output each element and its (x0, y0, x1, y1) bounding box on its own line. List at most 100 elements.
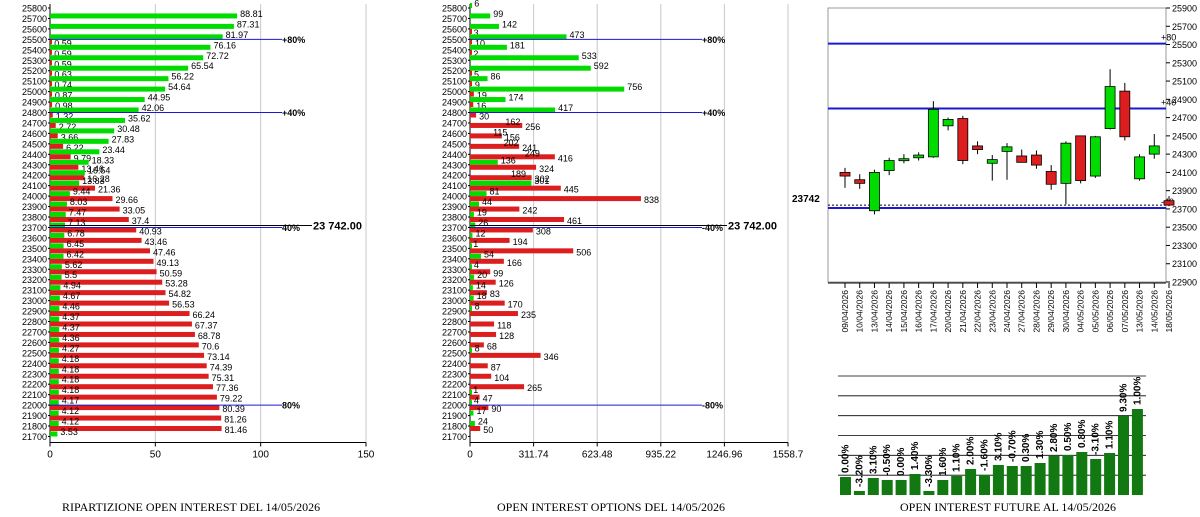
green-bar-label: 26 (478, 218, 488, 228)
green-bar-label: 301 (534, 176, 549, 186)
green-bar (470, 295, 474, 301)
y-tick-label: 23800 (22, 213, 47, 223)
candle-body (854, 179, 866, 184)
red-bar (50, 164, 79, 170)
green-bar (470, 274, 475, 280)
green-bar (50, 76, 169, 82)
y-tick-label: 22700 (442, 327, 467, 337)
red-bar-label: 19 (477, 91, 487, 101)
green-bar-label: 8 (475, 302, 480, 312)
y-tick-label: 25200 (22, 66, 47, 76)
red-bar (470, 290, 487, 296)
green-bar (470, 44, 507, 50)
green-bar (470, 159, 498, 165)
y-tick-label: 22500 (22, 348, 47, 358)
green-bar (50, 295, 60, 301)
candle-body (1075, 135, 1087, 182)
price-tick-label: 22900 (1172, 278, 1197, 288)
y-tick-label: 23900 (442, 202, 467, 212)
green-bar-label: 3.53 (60, 427, 78, 437)
green-bar (50, 117, 126, 123)
red-bar (470, 248, 574, 254)
green-bar-label: 7.47 (69, 208, 87, 218)
red-bar (50, 300, 170, 306)
green-bar-label: 44.95 (148, 93, 171, 103)
red-bar-label: 80.39 (222, 404, 245, 414)
candle-body (839, 171, 851, 177)
red-bar (470, 81, 472, 87)
future-bar-label: 0.80% (1077, 420, 1088, 448)
red-bar-label: 68 (487, 341, 497, 351)
red-bar (50, 154, 71, 160)
red-bar-label: 79.22 (220, 394, 243, 404)
y-tick-label: 21800 (22, 422, 47, 432)
green-bar (50, 431, 58, 437)
date-label: 22/04/2026 (973, 290, 983, 333)
red-bar-label: 30 (479, 112, 489, 122)
red-bar-label: 66.24 (193, 310, 216, 320)
oi-distribution-title: RIPARTIZIONE OPEN INTEREST DEL 14/05/202… (62, 500, 321, 514)
green-bar-label: 19 (477, 208, 487, 218)
y-tick-label: 24700 (442, 118, 467, 128)
green-bar (470, 212, 474, 217)
future-bar-label: -0.70% (1007, 430, 1018, 462)
green-bar (470, 389, 472, 395)
green-bar-label: 4.18 (62, 364, 80, 374)
candle-body (1001, 146, 1013, 152)
red-bar-label: 6.22 (66, 143, 84, 153)
future-bar-label: 0.00% (841, 445, 852, 473)
red-bar (50, 143, 64, 149)
green-bar-label: 72.72 (206, 51, 229, 61)
oi-level-label: +80 (1161, 33, 1176, 43)
candle-body (1060, 142, 1072, 184)
red-bar-label: 241 (522, 143, 537, 153)
red-bar (470, 300, 505, 306)
y-tick-label: 23100 (22, 286, 47, 296)
y-tick-label: 22400 (22, 359, 47, 369)
future-bar (867, 478, 879, 495)
red-bar-label: 324 (539, 164, 554, 174)
future-bar-label: 0.50% (1063, 423, 1074, 451)
future-bar (1006, 466, 1018, 495)
red-bar (50, 373, 209, 379)
red-bar (50, 248, 150, 254)
date-label: 10/04/2026 (855, 290, 865, 333)
green-bar-label: 4.37 (62, 312, 80, 322)
candle-body (1148, 145, 1160, 155)
red-bar (50, 363, 207, 369)
red-bar (470, 405, 489, 411)
y-tick-label: 25700 (442, 14, 467, 24)
green-bar (470, 264, 472, 270)
green-bar-label: 8 (475, 343, 480, 353)
future-bar-label: 1.10% (1105, 421, 1116, 449)
future-bar (881, 480, 893, 495)
red-bar-label: 37.4 (132, 216, 150, 226)
extra-bar-label: 202 (504, 138, 519, 148)
red-bar (470, 28, 472, 34)
price-tick-label: 23900 (1172, 186, 1197, 196)
x-tick-label: 150 (358, 449, 375, 460)
date-label: 27/04/2026 (1017, 290, 1027, 333)
green-bar-label: 7.13 (68, 218, 86, 228)
extra-bar-label: 189 (511, 169, 526, 179)
future-bar (979, 475, 990, 495)
oi-future-title: OPEN INTEREST FUTURE AL 14/05/2026 (900, 500, 1117, 514)
red-bar-label: 47.46 (153, 247, 176, 257)
green-bar-label: 20 (477, 270, 487, 280)
green-bar-label: 142 (502, 19, 517, 29)
future-bar (909, 474, 921, 495)
red-bar-label: 3.66 (61, 132, 79, 142)
reference-line-label: -40% (702, 223, 723, 233)
y-tick-label: 25600 (442, 24, 467, 34)
green-bar-label: 27.83 (112, 134, 135, 144)
red-bar-label: 0.63 (54, 70, 72, 80)
green-bar (50, 180, 80, 186)
y-tick-label: 25500 (442, 35, 467, 45)
y-tick-label: 22300 (22, 369, 47, 379)
y-tick-label: 23600 (442, 233, 467, 243)
red-bar (470, 185, 561, 191)
y-tick-label: 24600 (22, 129, 47, 139)
y-tick-label: 25400 (442, 45, 467, 55)
y-tick-label: 23100 (442, 286, 467, 296)
red-bar (50, 49, 52, 55)
